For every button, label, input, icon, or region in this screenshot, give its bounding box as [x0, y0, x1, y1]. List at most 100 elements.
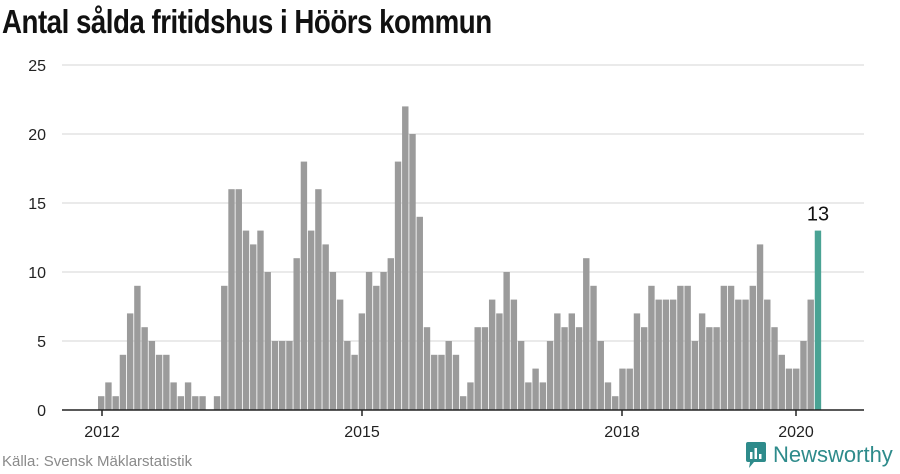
bar [460, 396, 467, 410]
bar [163, 354, 170, 410]
bar [742, 299, 749, 410]
bar [496, 313, 503, 410]
bar [735, 299, 742, 410]
bar [98, 396, 105, 410]
bar [778, 354, 785, 410]
bar [474, 327, 481, 410]
bar [807, 299, 814, 410]
bar [228, 189, 235, 410]
bar [336, 299, 344, 410]
bar [539, 382, 547, 410]
newsworthy-logo-icon [746, 442, 766, 468]
y-tick-label: 25 [28, 58, 46, 75]
bar [431, 354, 438, 410]
bar [800, 341, 807, 410]
bar [619, 368, 626, 410]
bar [438, 354, 445, 410]
bar [213, 396, 221, 410]
bar [771, 327, 778, 410]
bar [257, 230, 264, 410]
bar [706, 327, 713, 410]
bar [764, 299, 771, 410]
bar [351, 354, 358, 410]
bar [662, 299, 670, 410]
bar [300, 161, 308, 410]
bar [119, 354, 127, 410]
bar [279, 341, 286, 410]
bar [698, 313, 706, 410]
x-tick-label: 2020 [778, 424, 814, 441]
bar [488, 299, 496, 410]
bar [358, 313, 366, 410]
bar [793, 368, 800, 410]
bar [648, 285, 655, 410]
bar [720, 285, 728, 410]
brand-name: Newsworthy [773, 442, 893, 467]
bar [583, 258, 590, 410]
bar [402, 106, 409, 411]
bar [155, 354, 163, 410]
chart-title: Antal sålda fritidshus i Höörs kommun [2, 3, 492, 40]
bar [677, 285, 684, 410]
bar [554, 313, 561, 410]
bar [525, 382, 532, 410]
bar [192, 396, 199, 410]
bar [365, 272, 373, 410]
bar [568, 313, 575, 410]
bar [532, 368, 539, 410]
bar [264, 272, 271, 410]
bar [546, 341, 554, 410]
bar [612, 396, 619, 410]
bar [373, 285, 380, 410]
bar [134, 285, 141, 410]
bar-highlight [814, 230, 822, 410]
bar [286, 341, 293, 410]
bar [344, 341, 351, 410]
bar [655, 299, 662, 410]
bar [423, 327, 431, 410]
bar [126, 313, 134, 410]
bar [561, 327, 568, 410]
bar [510, 299, 518, 410]
bar [633, 313, 641, 410]
bar [641, 327, 648, 410]
bar [148, 341, 156, 410]
bar [749, 285, 756, 410]
bar [467, 382, 474, 410]
bar [409, 134, 416, 410]
y-tick-label: 5 [37, 334, 46, 351]
bar [691, 341, 699, 410]
bar [503, 272, 510, 410]
bar [221, 285, 228, 410]
bar [445, 341, 452, 410]
bar [785, 368, 793, 410]
source-note: Källa: Svensk Mäklarstatistik [2, 453, 193, 470]
bar [329, 272, 337, 410]
bar [727, 285, 735, 410]
x-tick-labels: 2012 2015 2018 2020 [84, 410, 814, 441]
bar [170, 382, 177, 410]
bar [177, 396, 185, 410]
x-tick-label: 2012 [84, 424, 120, 441]
bar [416, 216, 423, 410]
bar [199, 396, 206, 410]
y-tick-label: 10 [28, 265, 46, 282]
y-tick-label: 15 [28, 196, 46, 213]
bar [380, 272, 387, 410]
bar [590, 285, 597, 410]
y-tick-label: 0 [37, 403, 46, 420]
bar [517, 341, 525, 410]
bar [597, 341, 604, 410]
bar [756, 244, 764, 410]
bar [684, 285, 691, 410]
bar [250, 244, 257, 410]
brand-logo: Newsworthy [745, 441, 893, 469]
bar [713, 327, 720, 410]
bar [242, 230, 250, 410]
bar [105, 382, 112, 410]
bar [293, 258, 300, 410]
x-tick-label: 2015 [344, 424, 380, 441]
bar [669, 299, 677, 410]
bar [604, 382, 612, 410]
